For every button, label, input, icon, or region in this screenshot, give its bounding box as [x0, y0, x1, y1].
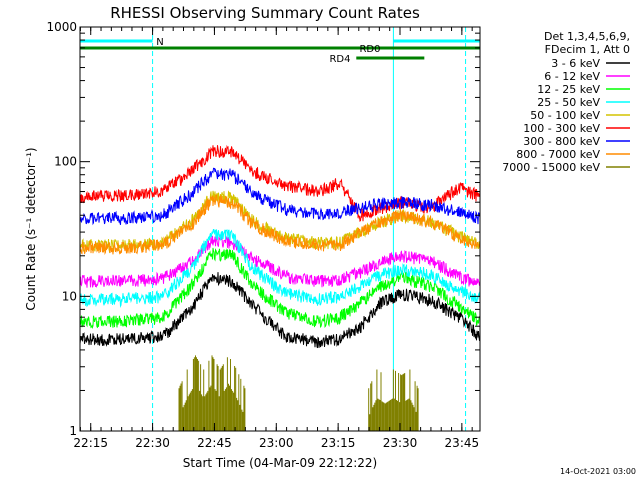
y-axis-label: Count Rate (s⁻¹ detector⁻¹) — [24, 147, 38, 310]
x-axis-label: Start Time (04-Mar-09 22:12:22) — [183, 456, 377, 470]
series-7000-15000 — [178, 355, 246, 431]
legend-label: 800 - 7000 keV — [516, 148, 600, 161]
legend-label: 25 - 50 keV — [537, 96, 600, 109]
x-tick-label: 22:15 — [73, 436, 108, 450]
x-tick-label: 23:45 — [445, 436, 480, 450]
legend-label: 100 - 300 keV — [523, 122, 600, 135]
series-line — [79, 247, 481, 330]
flag-label-n: N — [156, 37, 163, 48]
y-tick-label: 10 — [62, 289, 77, 303]
y-tick-label: 100 — [54, 155, 77, 169]
plot-frame — [79, 26, 481, 432]
legend-label: 300 - 800 keV — [523, 135, 600, 148]
series-line — [79, 272, 481, 349]
flag-lines: N RD0 RD4 — [80, 37, 480, 65]
x-tick-label: 22:30 — [135, 436, 170, 450]
footer-timestamp: 14-Oct-2021 03:00 — [560, 467, 636, 476]
legend-header: Det 1,3,4,5,6,9, — [544, 30, 630, 43]
series-7000-15000 — [368, 369, 419, 431]
y-tick-label: 1000 — [46, 20, 77, 34]
series-line — [79, 228, 481, 309]
legend-label: 7000 - 15000 keV — [502, 161, 600, 174]
series-line — [79, 167, 481, 226]
x-tick-label: 23:00 — [259, 436, 294, 450]
chart-title: RHESSI Observing Summary Count Rates — [110, 4, 420, 22]
series-lines — [79, 144, 481, 431]
legend-label: 3 - 6 keV — [551, 57, 600, 70]
x-tick-label: 23:30 — [383, 436, 418, 450]
legend-label: 50 - 100 keV — [530, 109, 600, 122]
legend-header: FDecim 1, Att 0 — [545, 43, 630, 56]
axis-ticks: 22:15 22:30 22:45 23:00 23:15 23:30 23:45 1 10 10… — [46, 20, 480, 450]
legend: Det 1,3,4,5,6,9,FDecim 1, Att 03 - 6 keV… — [502, 30, 630, 174]
y-tick-label: 1 — [69, 424, 77, 438]
series-line — [79, 194, 481, 256]
x-tick-label: 22:45 — [197, 436, 232, 450]
legend-label: 6 - 12 keV — [544, 70, 600, 83]
flag-label-rd4: RD4 — [329, 54, 350, 65]
legend-label: 12 - 25 keV — [537, 83, 600, 96]
flag-label-rd0: RD0 — [359, 44, 380, 55]
series-line — [79, 235, 481, 289]
x-tick-label: 23:15 — [321, 436, 356, 450]
